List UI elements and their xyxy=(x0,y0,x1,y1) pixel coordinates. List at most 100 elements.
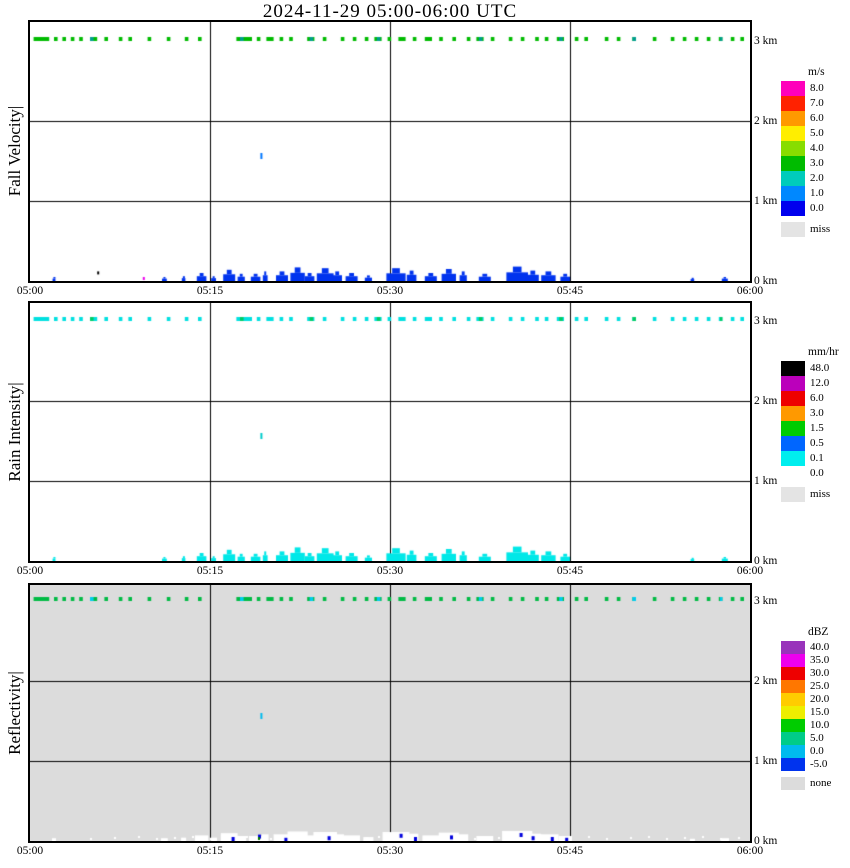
legend-label: 3.0 xyxy=(810,157,824,169)
legend-label: 6.0 xyxy=(810,392,824,404)
legend-entry: 20.0 xyxy=(781,693,850,706)
height-tick-0km: 0 km xyxy=(754,835,778,847)
legend-entry: 3.0 xyxy=(781,406,850,421)
legend-swatch xyxy=(781,111,805,126)
legend-entry: 10.0 xyxy=(781,719,850,732)
time-tick-0600: 06:00 xyxy=(736,565,764,577)
height-tick-0km: 0 km xyxy=(754,275,778,287)
legend-swatch xyxy=(781,758,805,771)
legend-label: 0.0 xyxy=(810,202,824,214)
plot-canvas-reflectivity xyxy=(30,585,750,841)
legend-swatch xyxy=(781,171,805,186)
legend-label: 1.0 xyxy=(810,187,824,199)
legend-label: 2.0 xyxy=(810,172,824,184)
legend-entry: 6.0 xyxy=(781,391,850,406)
legend-label: 12.0 xyxy=(810,377,830,389)
legend-swatch xyxy=(781,376,805,391)
height-tick-3km: 3 km xyxy=(754,595,778,607)
legend-swatch xyxy=(781,680,805,693)
legend-label: 8.0 xyxy=(810,82,824,94)
legend-entry: 1.0 xyxy=(781,186,850,201)
legend-label: 0.0 xyxy=(810,745,824,757)
legend-swatch xyxy=(781,186,805,201)
legend-entry: 5.0 xyxy=(781,732,850,745)
time-tick-0600: 06:00 xyxy=(736,285,764,297)
legend-label: 15.0 xyxy=(810,706,830,718)
legend-swatch xyxy=(781,654,805,667)
time-tick-0530: 05:30 xyxy=(376,565,404,577)
legend-entry: miss xyxy=(781,222,850,237)
legend-label: -5.0 xyxy=(810,758,828,770)
height-tick-2km: 2 km xyxy=(754,395,778,407)
time-tick-0515: 05:15 xyxy=(196,285,224,297)
legend-entry: 2.0 xyxy=(781,171,850,186)
legend-entry: 40.0 xyxy=(781,641,850,654)
time-tick-0545: 05:45 xyxy=(556,565,584,577)
legend-label: 5.0 xyxy=(810,127,824,139)
legend-entry: none xyxy=(781,777,850,790)
legend-title-ms: m/s xyxy=(808,66,825,78)
height-tick-3km: 3 km xyxy=(754,35,778,47)
legend-entry: 6.0 xyxy=(781,111,850,126)
time-tick-0600: 06:00 xyxy=(736,845,764,857)
time-tick-0530: 05:30 xyxy=(376,285,404,297)
legend-label: 3.0 xyxy=(810,407,824,419)
legend-label: 20.0 xyxy=(810,693,830,705)
legend-entry: 0.0 xyxy=(781,745,850,758)
legend-entry: 4.0 xyxy=(781,141,850,156)
legend-entry: 5.0 xyxy=(781,126,850,141)
legend-swatch xyxy=(781,641,805,654)
legend-entry: 30.0 xyxy=(781,667,850,680)
plot-canvas-fall-velocity xyxy=(30,22,750,281)
legend-entry: -5.0 xyxy=(781,758,850,771)
legend-swatch xyxy=(781,451,805,466)
height-tick-0km: 0 km xyxy=(754,555,778,567)
legend-swatch xyxy=(781,693,805,706)
legend-entry: 0.1 xyxy=(781,451,850,466)
plot-area-fall-velocity xyxy=(28,20,752,283)
legend-entry: 25.0 xyxy=(781,680,850,693)
legend-swatch xyxy=(781,466,805,481)
legend-swatch xyxy=(781,222,805,237)
legend-label: 1.5 xyxy=(810,422,824,434)
legend-swatch xyxy=(781,156,805,171)
legend-label: 30.0 xyxy=(810,667,830,679)
time-tick-0500: 05:00 xyxy=(16,285,44,297)
y-axis-label-rain-intensity: Rain Intensity| xyxy=(5,382,24,482)
legend-entry: 0.0 xyxy=(781,201,850,216)
height-tick-1km: 1 km xyxy=(754,195,778,207)
height-tick-1km: 1 km xyxy=(754,755,778,767)
time-tick-0500: 05:00 xyxy=(16,565,44,577)
legend-swatch xyxy=(781,732,805,745)
legend-swatch xyxy=(781,96,805,111)
time-tick-0545: 05:45 xyxy=(556,845,584,857)
legend-label: 4.0 xyxy=(810,142,824,154)
legend-entry: 12.0 xyxy=(781,376,850,391)
height-tick-2km: 2 km xyxy=(754,115,778,127)
legend-swatch xyxy=(781,201,805,216)
legend-swatch xyxy=(781,745,805,758)
legend-swatch xyxy=(781,719,805,732)
height-tick-1km: 1 km xyxy=(754,475,778,487)
time-tick-0515: 05:15 xyxy=(196,565,224,577)
legend-swatch xyxy=(781,487,805,502)
legend-entry: 3.0 xyxy=(781,156,850,171)
legend-title-mmhr: mm/hr xyxy=(808,346,839,358)
plot-canvas-rain-intensity xyxy=(30,303,750,561)
y-axis-label-reflectivity: Reflectivity| xyxy=(5,671,24,755)
legend-swatch xyxy=(781,126,805,141)
legend-label: 0.1 xyxy=(810,452,824,464)
legend-label: 0.0 xyxy=(810,467,824,479)
legend-entry: miss xyxy=(781,487,850,502)
legend-entry: 0.5 xyxy=(781,436,850,451)
legend-swatch xyxy=(781,436,805,451)
plot-area-rain-intensity xyxy=(28,301,752,563)
legend-label: 5.0 xyxy=(810,732,824,744)
legend-entry: 1.5 xyxy=(781,421,850,436)
time-tick-0545: 05:45 xyxy=(556,285,584,297)
legend-label: 35.0 xyxy=(810,654,830,666)
legend-label: 40.0 xyxy=(810,641,830,653)
legend-entry: 0.0 xyxy=(781,466,850,481)
time-tick-0515: 05:15 xyxy=(196,845,224,857)
